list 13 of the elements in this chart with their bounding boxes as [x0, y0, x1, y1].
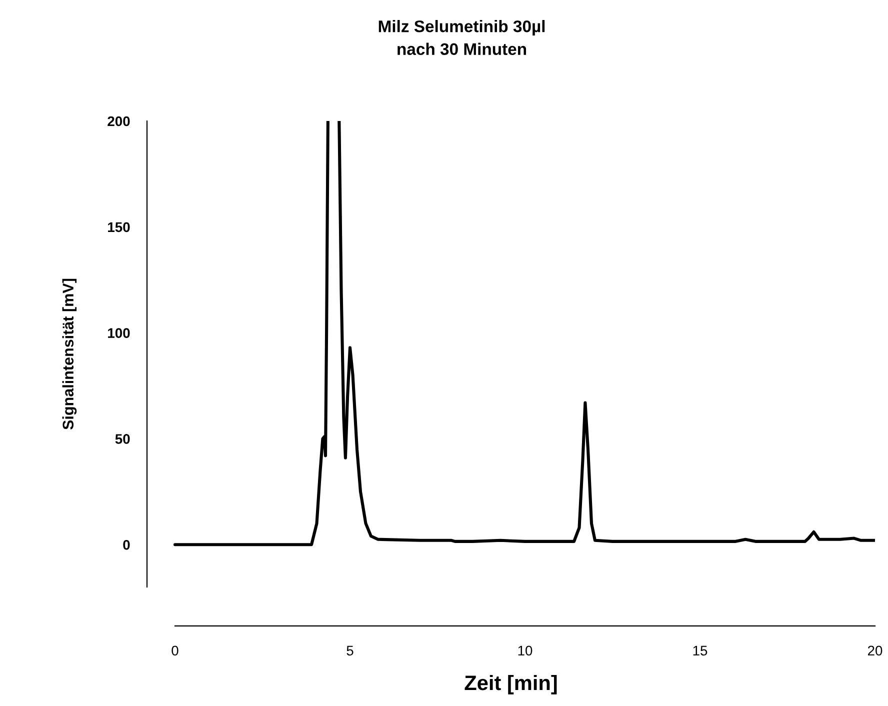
y-axis-title: Signalintensität [mV]: [62, 278, 77, 430]
y-tick-label: 100: [108, 328, 130, 338]
y-tick-label: 0: [123, 540, 130, 550]
x-tick-label: 0: [172, 646, 178, 656]
y-tick-label: 50: [115, 434, 130, 444]
x-tick-label: 5: [346, 646, 354, 656]
x-tick-label: 15: [693, 646, 708, 656]
x-axis-title: Zeit [min]: [464, 674, 557, 694]
x-tick-label: 10: [518, 646, 532, 656]
x-tick-label: 20: [868, 646, 882, 656]
chart-title: Milz Selumetinib 30µl nach 30 Minuten: [378, 20, 545, 56]
y-tick-label: 200: [108, 116, 130, 126]
y-tick-label: 150: [108, 222, 130, 232]
